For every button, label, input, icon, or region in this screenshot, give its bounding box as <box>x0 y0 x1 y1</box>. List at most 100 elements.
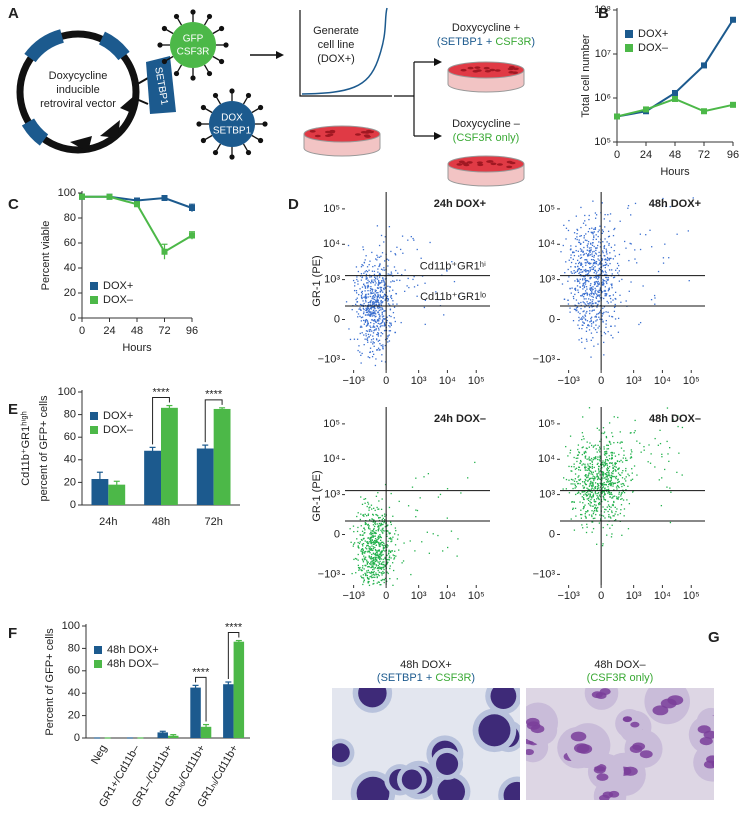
cell-dot <box>382 344 384 346</box>
cell-dot <box>374 295 377 297</box>
cell-dot <box>614 463 616 466</box>
cell-dot <box>359 332 361 335</box>
cell-dot <box>364 286 367 288</box>
cell-dot <box>373 312 375 315</box>
cell-dot <box>574 266 576 268</box>
cell-dot <box>592 458 594 461</box>
cell-dot <box>604 264 606 266</box>
cell-dot <box>583 310 585 312</box>
cell-dot <box>388 537 390 540</box>
cell-dot <box>365 325 368 327</box>
cell-dot <box>676 233 678 235</box>
cell-dot <box>581 513 583 516</box>
cell-dot <box>371 518 373 520</box>
cell-dot <box>584 314 586 316</box>
cell-dot <box>390 315 392 318</box>
cell-dot <box>598 282 600 284</box>
cell-dot <box>373 302 375 304</box>
cell-dot <box>588 262 591 264</box>
cell-dot <box>604 266 606 269</box>
cell-dot <box>357 512 359 514</box>
cell-dot <box>604 290 607 292</box>
cell-dot <box>598 471 600 473</box>
cell-dot <box>654 303 656 305</box>
cell-dot <box>607 279 609 281</box>
cell-dot <box>614 244 616 246</box>
cell-dot <box>374 556 376 558</box>
cell-dot <box>375 329 377 331</box>
cell-dot <box>362 534 364 536</box>
cell-dot <box>576 278 578 280</box>
cell-dot <box>592 446 595 448</box>
cell-dot <box>582 321 584 323</box>
cell-dot <box>582 275 584 277</box>
cell-dot <box>681 426 684 429</box>
cell-dot <box>599 225 601 227</box>
cell-dot <box>368 527 370 530</box>
cell-dot <box>390 523 392 526</box>
cell-dot <box>390 296 392 298</box>
cell-dot <box>588 489 590 491</box>
cell-dot <box>623 508 626 510</box>
cell-dot <box>595 500 597 503</box>
cell-dot <box>573 308 576 310</box>
cell-dot <box>608 258 611 260</box>
cell-dot <box>580 307 582 310</box>
cell-dot <box>597 458 599 461</box>
cell-dot <box>581 491 583 493</box>
cell-dot <box>594 316 596 318</box>
cell-dot <box>584 450 587 453</box>
cell-dot <box>388 533 391 535</box>
cell-dot <box>588 478 591 480</box>
cell-dot <box>586 254 589 256</box>
cell-dot <box>364 529 366 531</box>
cell-dot <box>582 485 584 487</box>
cell-dot <box>606 462 608 465</box>
y-tick-label: 10⁸ <box>594 4 611 16</box>
cell-dot <box>381 579 383 582</box>
cell-dot <box>364 498 367 500</box>
cell-dot <box>379 318 381 320</box>
cell-dot <box>372 535 374 537</box>
cell-dot <box>364 297 367 299</box>
cell-dot <box>356 301 358 303</box>
cell-dot <box>389 577 391 580</box>
cell-dot <box>389 551 392 554</box>
cell-dot <box>585 271 587 273</box>
cell-dot <box>575 215 577 217</box>
cell-dot <box>604 295 606 297</box>
cell-dot <box>601 514 603 517</box>
cell-dot <box>596 304 599 306</box>
cell-dot <box>370 548 373 550</box>
cell-dot <box>618 270 621 272</box>
cell-dot <box>383 579 385 581</box>
cell-dot <box>363 308 365 311</box>
cell-dot <box>595 296 597 298</box>
cell-dot <box>588 214 590 217</box>
nucleus-lobe <box>629 744 643 753</box>
cell-dot <box>672 419 674 421</box>
cell-dot <box>612 337 614 339</box>
cell-dot <box>573 297 575 300</box>
cell-dot <box>588 446 590 448</box>
cell-dot <box>611 497 613 499</box>
cell-dot <box>592 494 595 497</box>
cell-dot <box>374 539 376 542</box>
spike <box>215 143 222 152</box>
cell-dot <box>574 308 577 311</box>
cell-dot <box>599 273 601 276</box>
cell-dot <box>589 312 591 315</box>
cell-dot <box>606 473 608 476</box>
spike <box>242 96 249 105</box>
cell-dot <box>593 235 595 237</box>
cell-dot <box>595 214 598 216</box>
y-tick-label: 10⁴ <box>323 238 340 250</box>
spike-tip <box>161 25 168 32</box>
cell-dot <box>375 551 378 553</box>
cell-dot <box>593 309 595 311</box>
cell-dot <box>383 323 386 325</box>
cell-dot <box>596 451 598 453</box>
cell-dot <box>603 254 605 257</box>
cell-dot <box>564 272 566 274</box>
x-tick-label: 10⁵ <box>683 590 700 602</box>
